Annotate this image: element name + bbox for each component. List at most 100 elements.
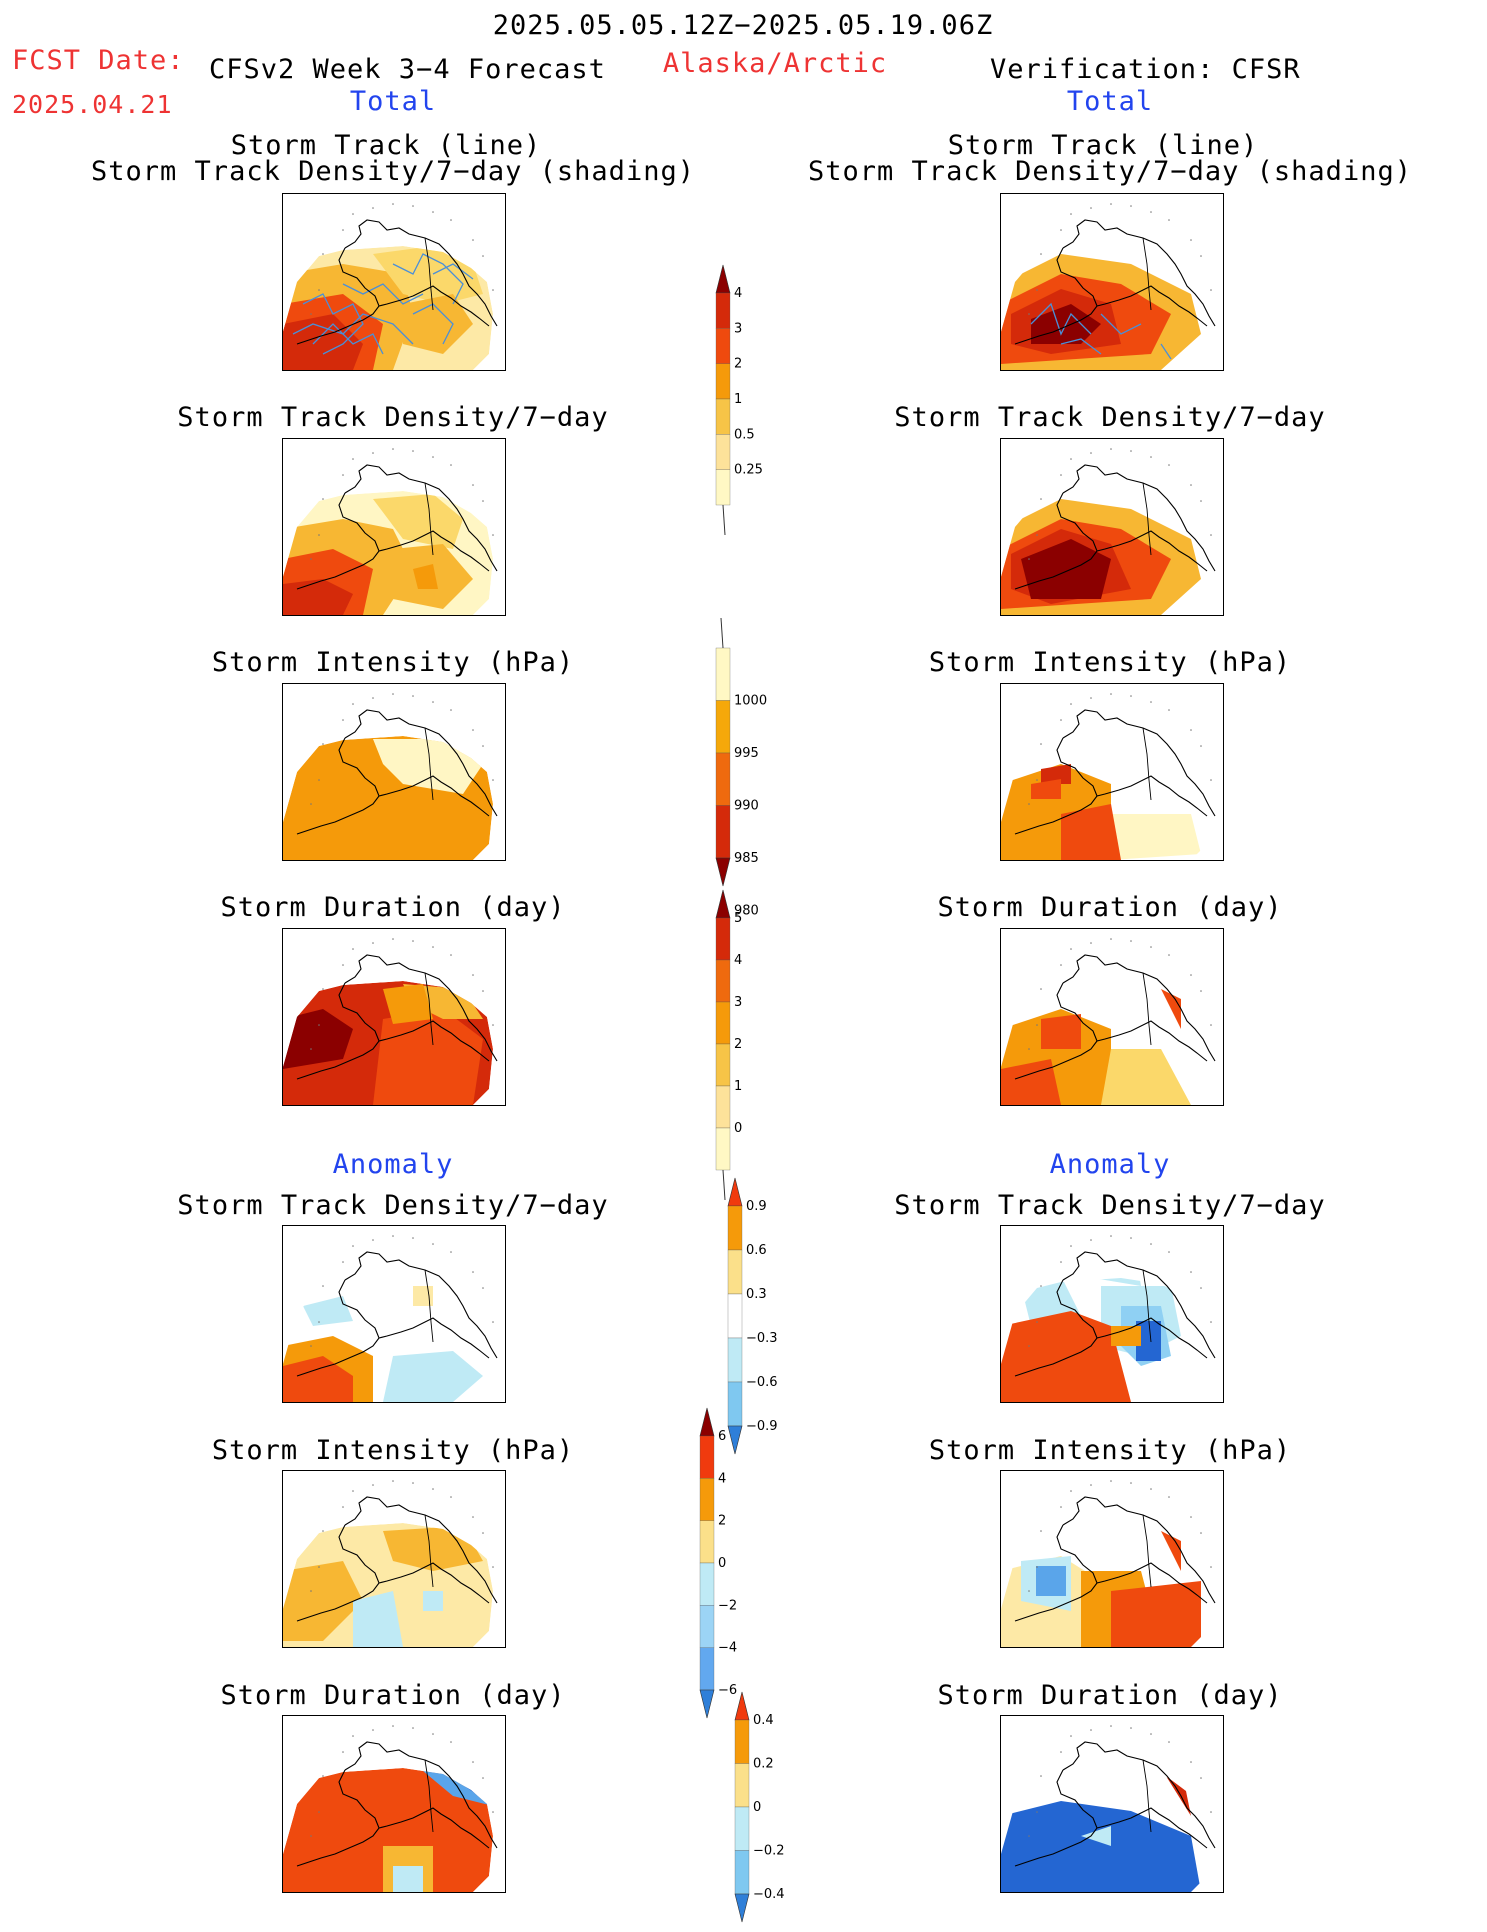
colorbar-tick-label: 2 [718,1514,726,1529]
graticule-dot [1150,946,1152,948]
graticule-dot [1210,1811,1212,1813]
shaded-region [1111,814,1201,860]
colorbar-arrow-top [715,264,731,294]
graticule-dot [1040,743,1042,745]
border-line [1142,972,1152,1046]
colorbar-duration-anom: 0.4 0.2 0 −0.2 −0.4 [734,1691,795,1932]
shaded-region [1061,804,1121,860]
colorbar-tick-label: 2 [734,1037,742,1052]
graticule-dot [472,1761,474,1763]
graticule-dot [1070,458,1072,460]
colorbar-box [727,1205,743,1251]
colorbar-arrow-top [734,1691,750,1721]
graticule-dot [1028,313,1030,315]
graticule-dot [310,313,312,315]
graticule-dot [372,1729,374,1731]
graticule-dot [412,450,414,452]
graticule-dot [1110,1480,1112,1482]
shaded-region [283,1561,363,1641]
colorbar-tick-label: 3 [734,321,742,336]
graticule-dot [482,500,484,502]
colorbar-box [699,1647,715,1691]
graticule-dot [1036,1321,1038,1323]
shaded-region [1111,1581,1201,1647]
colorbar-box [715,292,731,329]
graticule-dot [1150,1243,1152,1245]
storm-track-line [392,253,464,305]
graticule-dot [482,255,484,257]
colorbar-box [715,1001,731,1045]
storm-track-line [412,303,454,345]
graticule-dot [1090,1729,1092,1731]
colorbar-tick-label: −4 [718,1641,737,1656]
graticule-dot [1150,456,1152,458]
graticule-dot [1210,1321,1212,1323]
graticule-dot [1200,745,1202,747]
graticule-dot [1210,1024,1212,1026]
right-title-track-shading: Storm Track Density/7−day (shading) [808,156,1412,187]
colorbar-box [699,1562,715,1606]
storm-track-line [1160,343,1172,360]
colorbar-tick-label: 4 [734,286,742,301]
graticule-dot [432,1243,434,1245]
colorbar-tick-label: 0.6 [746,1243,767,1258]
colorbar-box [734,1806,750,1851]
colorbar-box [699,1478,715,1521]
colorbar-tick-label: 980 [734,904,759,919]
graticule-dot [1190,239,1192,241]
graticule-dot [1040,988,1042,990]
graticule-dot [1070,1490,1072,1492]
graticule-dot [322,253,324,255]
right-title-duration: Storm Duration (day) [937,892,1283,923]
shaded-region [1001,1059,1061,1105]
colorbar-arrow-bottom [727,1425,743,1455]
graticule-dot [310,1048,312,1050]
graticule-dot [1130,205,1132,207]
shaded-region [383,1351,483,1402]
graticule-dot [1060,1751,1062,1753]
colorbar-box [715,328,731,364]
shaded-region [1041,1014,1081,1049]
graticule-dot [1036,1566,1038,1568]
graticule-dot [1150,1488,1152,1490]
colorbar-box [715,700,731,754]
shaded-region [1121,439,1151,464]
graticule-dot [482,1287,484,1289]
graticule-dot [352,1735,354,1737]
graticule-dot [352,458,354,460]
graticule-dot [342,1506,344,1508]
colorbar-box [715,1127,731,1171]
graticule-dot [472,974,474,976]
border-line [424,482,434,556]
graticule-dot [482,990,484,992]
shaded-region [403,294,473,354]
graticule-dot [310,1590,312,1592]
shaded-region [353,1591,403,1647]
graticule-dot [1060,719,1062,721]
left-title-duration: Storm Duration (day) [220,892,566,923]
colorbar-tick-label: −0.6 [746,1375,778,1390]
graticule-dot [492,779,494,781]
graticule-dot [372,452,374,454]
colorbar-tick-label: −0.2 [753,1844,785,1859]
colorbar-tick-label: 990 [734,799,759,814]
shaded-region [1021,539,1111,599]
shaded-region [283,1768,493,1892]
graticule-dot [1150,1733,1152,1735]
graticule-dot [1210,534,1212,536]
graticule-dot [1200,1532,1202,1534]
graticule-dot [1060,229,1062,231]
colorbar-arrow-bottom [699,1689,715,1719]
shaded-region [1036,1566,1066,1596]
fcst-date-label: FCST Date: [12,45,185,76]
graticule-dot [1110,203,1112,205]
graticule-dot [1110,448,1112,450]
colorbar-tick-label: 1000 [734,694,767,709]
graticule-dot [392,448,394,450]
colorbar-tick-label: 1 [734,1079,742,1094]
shaded-region [373,794,473,860]
colorbar-tick-label: 0.2 [753,1757,774,1772]
left-title-track-shading: Storm Track Density/7−day (shading) [91,156,695,187]
graticule-dot [450,1496,452,1498]
border-line [424,727,434,801]
